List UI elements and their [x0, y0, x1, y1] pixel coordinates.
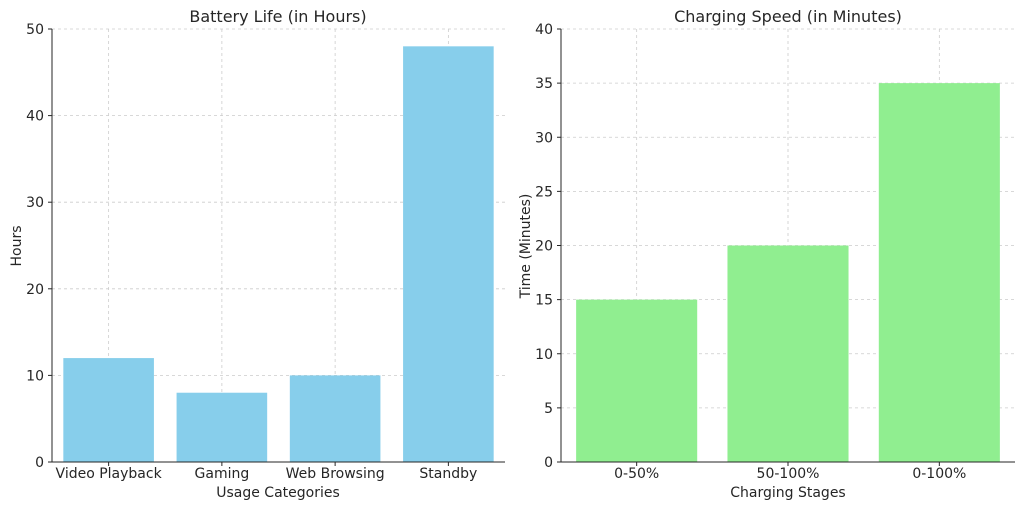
y-tick-label: 20 [26, 282, 44, 298]
y-tick-label: 10 [26, 368, 44, 384]
y-tick-label: 35 [535, 76, 553, 92]
x-axis-label: Usage Categories [216, 485, 340, 501]
bar-50-100- [727, 245, 849, 462]
bar-standby [403, 46, 494, 462]
battery-life-panel: Battery Life (in Hours) Usage Categories… [9, 7, 505, 501]
y-tick-label: 30 [535, 130, 553, 146]
charging-speed-panel: Charging Speed (in Minutes) Charging Sta… [518, 7, 1015, 501]
y-tick-label: 20 [535, 239, 553, 255]
y-tick-label: 40 [535, 22, 553, 38]
y-tick-label: 50 [26, 22, 44, 38]
y-tick-label: 15 [535, 293, 553, 309]
x-tick-label: 0-50% [614, 466, 659, 482]
chart-title: Charging Speed (in Minutes) [674, 7, 902, 26]
y-tick-label: 0 [35, 455, 44, 471]
x-axis-label: Charging Stages [730, 485, 845, 501]
chart-title: Battery Life (in Hours) [189, 7, 366, 26]
y-tick-label: 5 [544, 401, 553, 417]
y-tick-label: 10 [535, 347, 553, 363]
y-axis-label: Time (Minutes) [518, 194, 534, 300]
x-tick-label: Web Browsing [286, 466, 385, 482]
x-tick-label: Video Playback [56, 466, 163, 482]
x-tick-label: 0-100% [912, 466, 966, 482]
bar-0-100- [878, 83, 1000, 462]
y-axis-label: Hours [9, 225, 25, 266]
y-tick-label: 40 [26, 109, 44, 125]
x-tick-label: Gaming [195, 466, 250, 482]
bar-web-browsing [289, 375, 381, 462]
x-tick-label: Standby [419, 466, 477, 482]
bar-0-50- [576, 299, 698, 462]
bar-video-playback [63, 358, 154, 462]
bar-gaming [176, 392, 268, 462]
y-tick-label: 0 [544, 455, 553, 471]
y-tick-label: 25 [535, 184, 553, 200]
y-tick-label: 30 [26, 195, 44, 211]
x-tick-label: 50-100% [757, 466, 820, 482]
